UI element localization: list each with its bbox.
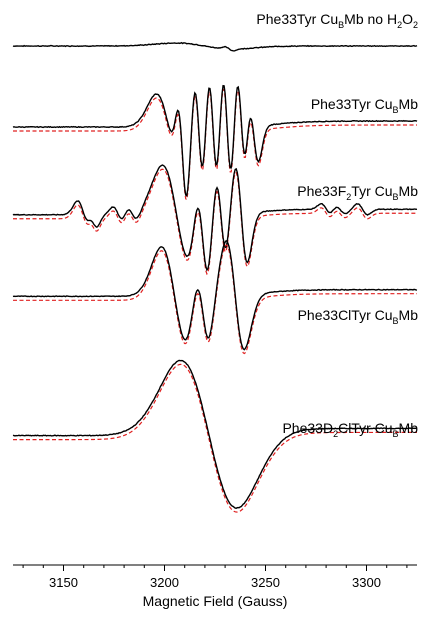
spectra-layer	[12, 41, 418, 513]
x-axis-title: Magnetic Field (Gauss)	[143, 593, 288, 609]
labels-layer: Phe33Tyr CuBMb no H2O2 Phe33Tyr CuBMb Phe3…	[256, 11, 418, 439]
x-tick-label: 3300	[352, 575, 381, 590]
simulated-spectrum-2	[13, 88, 417, 201]
spectrum-label-4: Phe33ClTyr CuBMb	[298, 307, 419, 326]
x-tick-label: 3200	[150, 575, 179, 590]
spectrum-label-2: Phe33Tyr CuBMb	[311, 96, 418, 115]
spectrum-label-1: Phe33Tyr CuBMb no H2O2	[256, 11, 418, 30]
simulated-spectrum-3	[13, 168, 417, 276]
x-axis: 3150 3200 3250 3300	[13, 564, 417, 590]
spectrum-label-3: Phe33F2Tyr CuBMb	[297, 183, 418, 202]
experimental-spectrum-3	[12, 164, 418, 272]
experimental-spectrum-2	[12, 84, 418, 198]
simulated-spectrum-4	[13, 244, 417, 355]
x-tick-label: 3150	[49, 575, 78, 590]
experimental-spectrum-1	[12, 41, 418, 52]
x-tick-label: 3250	[251, 575, 280, 590]
spectrum-label-5: Phe33D2ClTyr CuBMb	[282, 420, 418, 439]
simulated-spectrum-5	[13, 363, 417, 513]
experimental-spectrum-5	[12, 359, 418, 509]
experimental-spectrum-4	[12, 239, 418, 351]
